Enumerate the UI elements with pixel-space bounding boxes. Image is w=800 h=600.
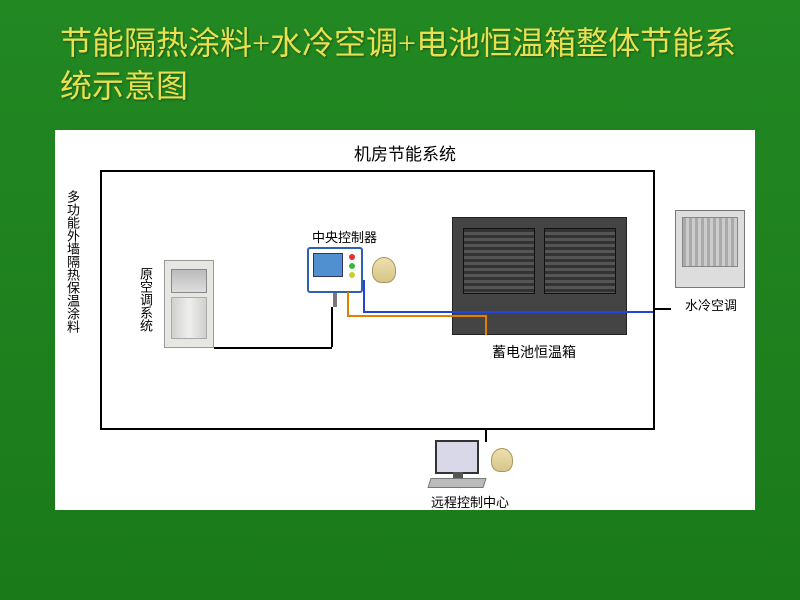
wire-controller-to-waterac-1 <box>363 280 365 312</box>
central-controller-icon <box>307 247 363 293</box>
controller-tank-icon <box>372 257 396 283</box>
battery-thermobox-icon <box>452 217 627 335</box>
wire-ac-to-controller <box>214 347 332 349</box>
water-cooled-ac-icon <box>675 210 745 288</box>
wire-controller-to-waterac-2 <box>363 311 653 313</box>
wire-controller-to-battery-1 <box>347 292 349 316</box>
wire-controller-to-battery-3 <box>485 315 487 335</box>
water-cooled-ac-label: 水冷空调 <box>685 295 737 314</box>
remote-control-center-icon <box>425 440 545 500</box>
room-boundary: 原空调系统 中央控制器 蓄电池恒温箱 <box>100 170 655 430</box>
system-title: 机房节能系统 <box>55 140 755 165</box>
wire-controller-to-battery-2 <box>347 315 487 317</box>
original-ac-label: 原空调系统 <box>137 267 152 332</box>
original-ac-unit-icon <box>164 260 214 348</box>
central-controller-label: 中央控制器 <box>312 227 377 246</box>
wire-room-to-waterac <box>653 308 671 310</box>
remote-control-center-label: 远程控制中心 <box>431 492 509 511</box>
slide-title: 节能隔热涂料+水冷空调+电池恒温箱整体节能系统示意图 <box>60 22 760 108</box>
wire-ac-to-controller-v <box>331 307 333 347</box>
battery-thermobox-label: 蓄电池恒温箱 <box>492 342 576 362</box>
diagram-panel: 机房节能系统 多功能外墙隔热保温涂料 原空调系统 中央控制器 蓄电池恒温箱 水冷… <box>55 130 755 510</box>
controller-stand <box>333 293 337 307</box>
left-wall-coating-label: 多功能外墙隔热保温涂料 <box>63 190 79 333</box>
